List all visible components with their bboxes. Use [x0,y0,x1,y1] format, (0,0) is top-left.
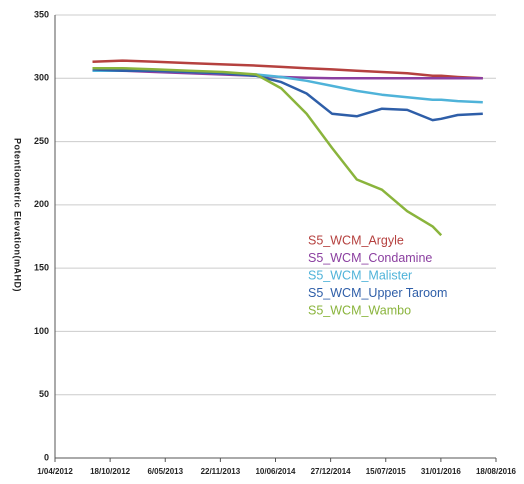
legend-entry: S5_WCM_Malister [308,268,412,282]
x-tick-label: 1/04/2012 [37,467,73,476]
legend-entry: S5_WCM_Upper Taroom [308,286,447,300]
y-tick-label: 100 [34,326,49,336]
x-tick-label: 27/12/2014 [311,467,352,476]
series-line [92,66,443,237]
y-axis-label: Potentiometric Elevation(mAHD) [13,138,23,292]
x-tick-label: 15/07/2015 [366,467,407,476]
x-tick-label: 10/06/2014 [255,467,296,476]
legend-entry: S5_WCM_Wambo [308,303,411,317]
x-tick-label: 31/01/2016 [421,467,462,476]
y-tick-label: 200 [34,199,49,209]
x-tick-label: 18/08/2016 [476,467,517,476]
y-tick-label: 250 [34,136,49,146]
y-tick-label: 50 [39,389,49,399]
y-tick-label: 0 [44,452,49,462]
x-tick-label: 22/11/2013 [201,467,241,476]
y-tick-label: 350 [34,9,49,19]
x-tick-label: 6/05/2013 [147,467,183,476]
legend-entry: S5_WCM_Condamine [308,251,432,265]
legend-entry: S5_WCM_Argyle [308,233,404,247]
series-line [92,59,483,80]
y-tick-label: 300 [34,73,49,83]
y-tick-label: 150 [34,263,49,273]
series-line [92,68,483,122]
x-tick-label: 18/10/2012 [90,467,131,476]
